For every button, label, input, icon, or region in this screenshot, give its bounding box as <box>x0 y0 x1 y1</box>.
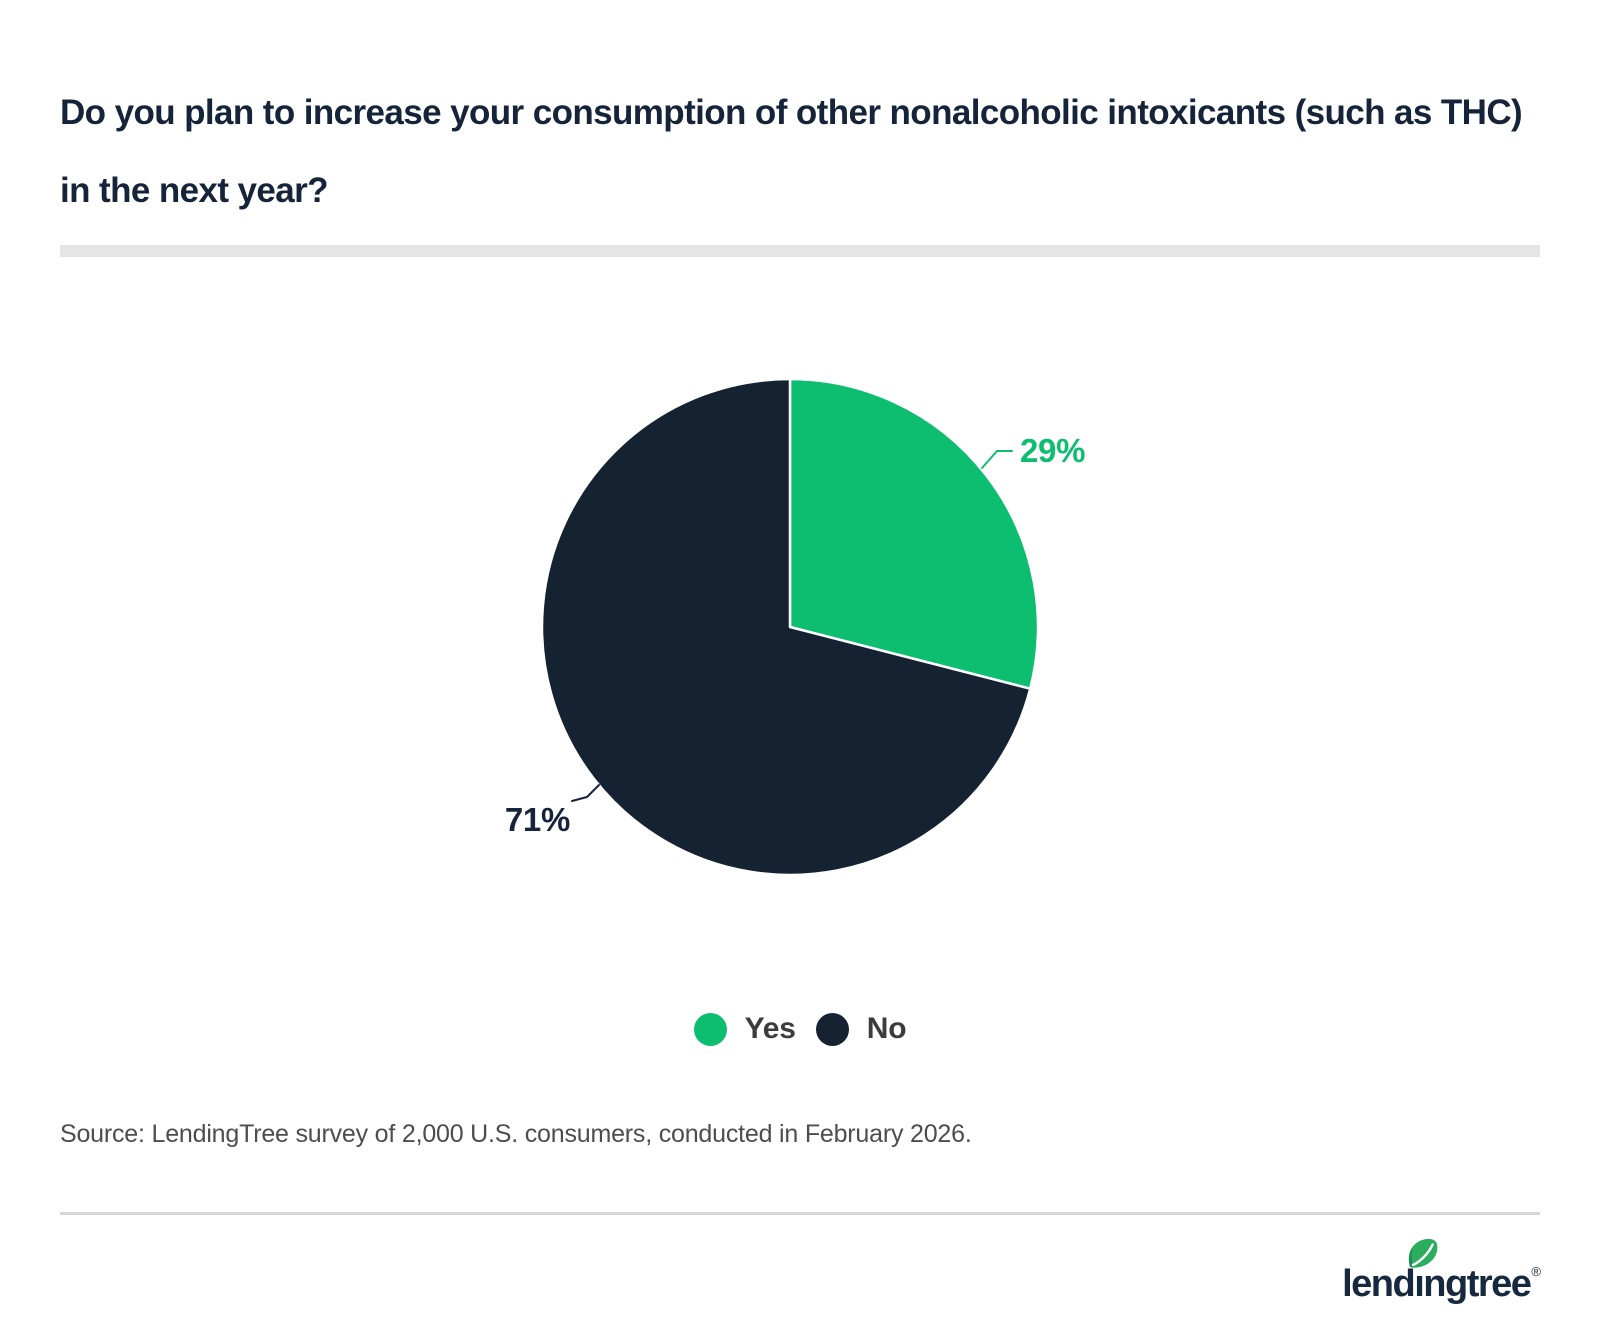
legend-label-yes: Yes <box>744 1012 796 1045</box>
pie-slice-no[interactable] <box>540 377 1032 877</box>
pie-label-yes: 29% <box>1020 432 1086 469</box>
lendingtree-logo: lend ı ngtree ® <box>1342 1238 1541 1314</box>
legend-label-no: No <box>866 1012 907 1045</box>
legend-item-yes[interactable]: Yes <box>693 1012 796 1046</box>
title-divider <box>60 245 1540 257</box>
logo-i-glyph: ı <box>1414 1263 1425 1305</box>
pie-slice-yes[interactable] <box>788 377 1040 690</box>
pie-chart <box>540 377 1040 877</box>
registered-trademark-icon: ® <box>1531 1264 1541 1279</box>
legend-swatch-yes-icon <box>693 1012 727 1046</box>
logo-text-i: ı <box>1408 1238 1438 1306</box>
legend: Yes No <box>0 1011 1600 1047</box>
source-attribution: Source: LendingTree survey of 2,000 U.S.… <box>60 1120 972 1148</box>
logo-text-lend: lend <box>1342 1263 1416 1305</box>
legend-item-no[interactable]: No <box>815 1012 907 1046</box>
legend-swatch-no-icon <box>815 1012 849 1046</box>
footer-divider <box>60 1212 1540 1215</box>
pie-label-no: 71% <box>504 801 570 838</box>
chart-title: Do you plan to increase your consumption… <box>60 93 1523 210</box>
leaf-icon <box>1408 1238 1438 1268</box>
logo-text-ngtree: ngtree <box>1423 1263 1532 1305</box>
